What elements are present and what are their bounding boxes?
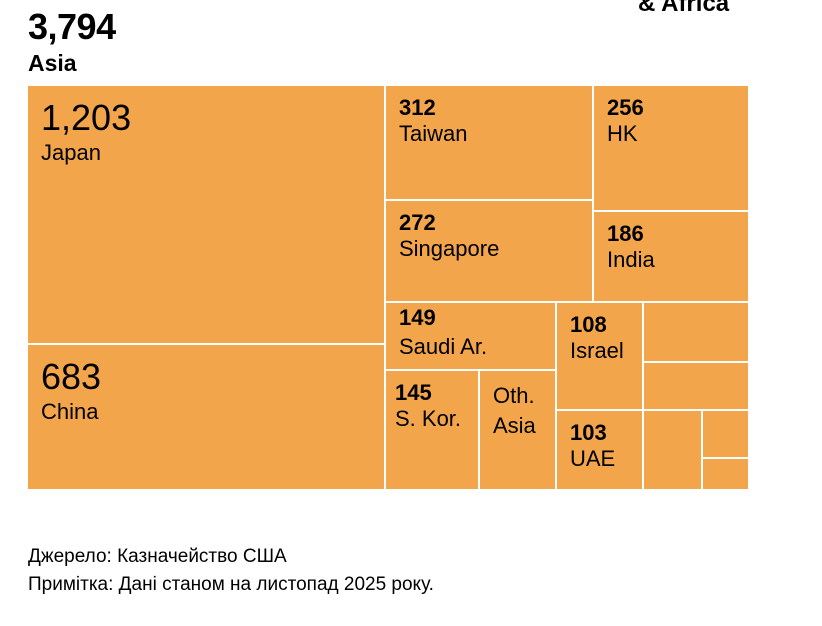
group-label: Asia bbox=[28, 50, 77, 76]
cell-value: 683 bbox=[41, 356, 102, 397]
treemap-cell-uae: 103 UAE bbox=[557, 411, 642, 489]
group-total: 3,794 bbox=[28, 6, 116, 47]
treemap-cell-unlabeled bbox=[644, 411, 701, 489]
treemap-cell-india: 186 India bbox=[594, 212, 748, 301]
cell-value: 149 bbox=[399, 305, 436, 330]
treemap-cell-singapore: 272 Singapore bbox=[386, 201, 592, 301]
cell-value: 108 bbox=[570, 312, 607, 337]
treemap-cell-israel: 108 Israel bbox=[557, 303, 642, 409]
cell-label: Israel bbox=[570, 338, 624, 363]
cell-label: Japan bbox=[41, 140, 101, 165]
cell-label: S. Kor. bbox=[395, 406, 462, 431]
cell-label: India bbox=[607, 247, 655, 272]
treemap-cell-hk: 256 HK bbox=[594, 86, 748, 210]
cell-value: 145 bbox=[395, 380, 432, 405]
cell-label: Saudi Ar. bbox=[399, 334, 488, 359]
cell-label: HK bbox=[607, 121, 638, 146]
cell-value: 103 bbox=[570, 420, 607, 445]
cell-label: Taiwan bbox=[399, 121, 468, 146]
treemap-cell-unlabeled bbox=[644, 303, 748, 361]
treemap-cell-unlabeled bbox=[703, 459, 748, 489]
adjacent-group-label: & Africa bbox=[638, 0, 730, 17]
treemap-cell-south-korea: 145 S. Kor. bbox=[386, 371, 478, 489]
cell-label: UAE bbox=[570, 446, 616, 471]
cell-value: 272 bbox=[399, 210, 436, 235]
treemap-cell-taiwan: 312 Taiwan bbox=[386, 86, 592, 199]
treemap-cell-unlabeled bbox=[703, 411, 748, 457]
footnote: Примітка: Дані станом на листопад 2025 р… bbox=[28, 574, 434, 595]
cell-label: China bbox=[41, 399, 99, 424]
cell-value: 186 bbox=[607, 221, 644, 246]
cell-value: 312 bbox=[399, 95, 436, 120]
treemap-cell-other-asia: Oth. Asia bbox=[480, 371, 555, 489]
source-note: Джерело: Казначейство США bbox=[28, 546, 287, 567]
treemap-cell-china: 683 China bbox=[28, 345, 384, 489]
treemap-cell-saudi-arabia: 149 Saudi Ar. bbox=[386, 303, 555, 369]
cell-label: Oth. Asia bbox=[493, 383, 536, 438]
treemap-cell-japan: 1,203 Japan bbox=[28, 86, 384, 343]
cell-label: Singapore bbox=[399, 236, 500, 261]
cell-value: 256 bbox=[607, 95, 644, 120]
treemap-cell-unlabeled bbox=[644, 363, 748, 409]
cell-value: 1,203 bbox=[41, 97, 132, 138]
